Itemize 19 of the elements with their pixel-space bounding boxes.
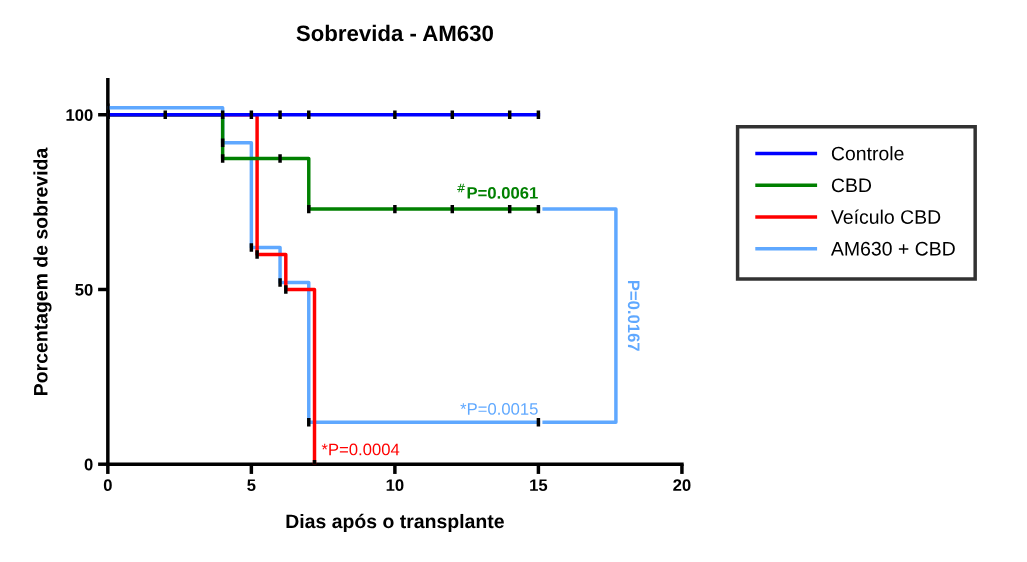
annotation: *P=0.0015: [460, 403, 538, 415]
y-tick-label: 0: [84, 458, 93, 471]
legend-label: Veículo CBD: [831, 209, 941, 224]
x-tick-label: 15: [530, 479, 548, 492]
annotation: $^{#}$P=0.0061: [457, 183, 538, 199]
x-tick-label: 20: [673, 479, 691, 492]
x-axis-title: Dias após o transplante: [286, 513, 504, 533]
x-tick-label: 5: [247, 479, 256, 492]
legend-label: AM630 + CBD: [830, 241, 955, 256]
legend-label: CBD: [831, 178, 872, 193]
annotation: P=0.0167: [627, 280, 640, 351]
x-tick-label: 0: [103, 479, 112, 492]
y-tick-label: 50: [75, 283, 93, 296]
annotation: *P=0.0004: [321, 443, 400, 456]
chart-title: Sobrevida - AM630: [296, 24, 493, 42]
y-tick-label: 100: [66, 109, 93, 121]
y-axis-title: Porcentagem de sobrevida: [33, 147, 52, 395]
legend-label: Controle: [831, 146, 904, 161]
x-tick-label: 10: [386, 479, 404, 492]
